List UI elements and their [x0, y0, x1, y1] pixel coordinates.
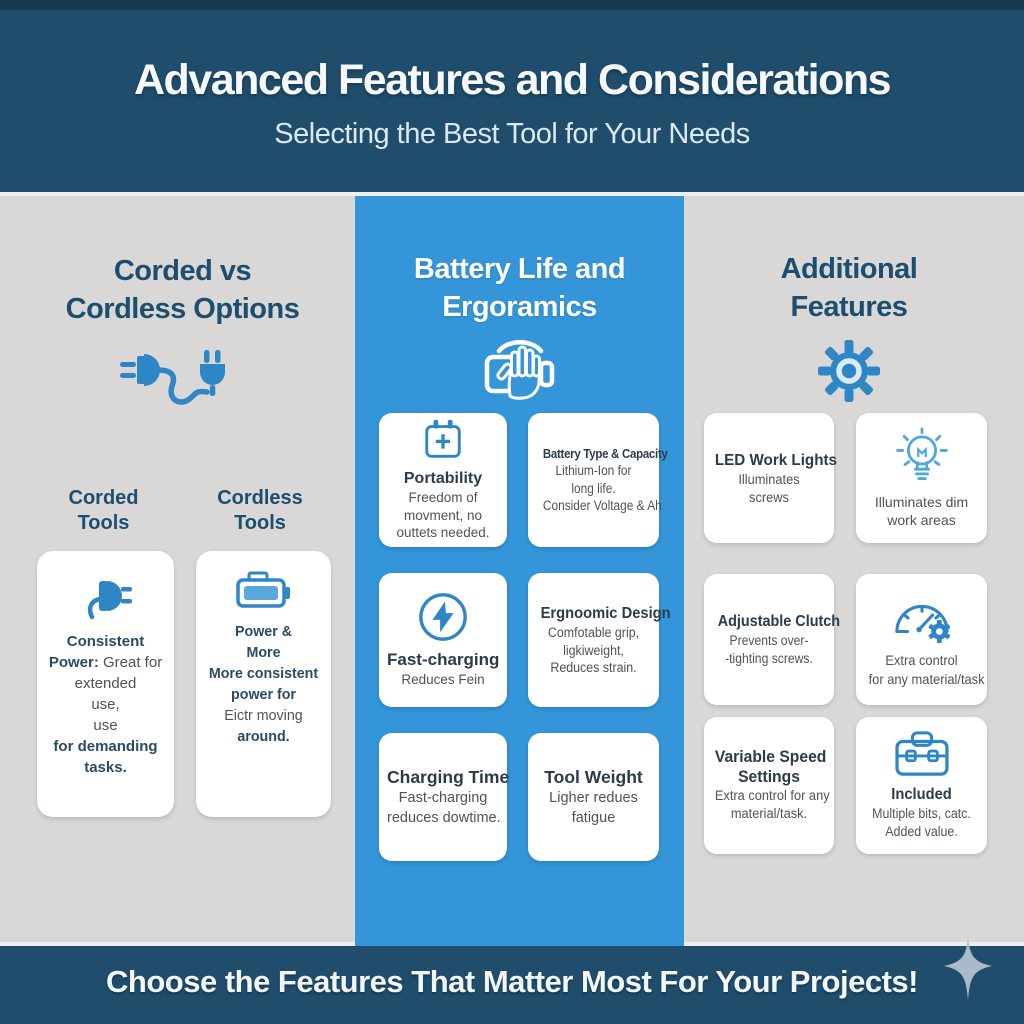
footer: Choose the Features That Matter Most For…: [0, 946, 1024, 1024]
ergonomic-design-text: Ergnoomic Design Comfotable grip, ligkiwei…: [540, 604, 671, 676]
calendar-plus-icon: [425, 419, 461, 458]
fast-charging-card: Fast-charging Reduces Fein: [379, 573, 507, 707]
plug-and-cord-icon: [120, 350, 225, 405]
cordless-tools-label: Cordless Tools: [217, 487, 303, 534]
included-card: Included Multiple bits, catc. Added value.: [856, 717, 987, 854]
ergonomic-design-card: Ergnoomic Design Comfotable grip, ligkiwei…: [528, 573, 671, 707]
battery-type-capacity-text: Battery Type & Capacity Lithium-Ion for lo…: [542, 445, 668, 514]
battery-icon: [235, 571, 290, 608]
gear-icon: [818, 340, 880, 402]
included-text: Included Multiple bits, catc. Added value.: [872, 786, 971, 840]
tool-weight-text: Tool Weight Ligher redues fatigue: [544, 767, 643, 826]
charging-time-text: Charging Time Fast-charging reduces dowtim…: [387, 767, 510, 826]
fast-charging-card-text: Fast-charging Reduces Fein: [387, 649, 500, 688]
footer-divider-right: [684, 942, 1024, 946]
tool-weight-card: Tool Weight Ligher redues fatigue: [528, 733, 659, 861]
illuminates-dim-text: Illuminates dim work areas: [874, 493, 969, 528]
corded-tools-card: Consistent Power: Great for extended use, us…: [37, 551, 174, 817]
corded-tools-card-text: Consistent Power: Great for extended use, us…: [48, 633, 163, 776]
illuminates-dim-card: Illuminates dim work areas: [856, 413, 987, 543]
right-column-title: Additional Features: [780, 253, 918, 324]
battery-type-capacity-card: Battery Type & Capacity Lithium-Ion for lo…: [528, 413, 668, 547]
charging-time-card: Charging Time Fast-charging reduces dowtim…: [379, 733, 510, 861]
portability-card-text: Portability Freedom of movment, no outtets …: [396, 469, 490, 541]
extra-control-text: Extra control for any material/task: [868, 652, 985, 687]
extra-control-card: Extra control for any material/task: [856, 574, 987, 705]
variable-speed-text: Variable Speed Settings Extra control for …: [714, 747, 830, 822]
corded-tools-label: Corded Tools: [68, 487, 139, 534]
plug-icon: [87, 581, 132, 620]
variable-speed-card: Variable Speed Settings Extra control for …: [704, 717, 834, 854]
header-top-strip: [0, 0, 1024, 10]
footer-tagline: Choose the Features That Matter Most For…: [106, 964, 918, 999]
middle-column-title: Battery Life and Ergoramics: [413, 253, 626, 324]
portability-card: Portability Freedom of movment, no outtets …: [379, 413, 507, 547]
adjustable-clutch-text: Adjustable Clutch Prevents over- -tighting…: [717, 613, 841, 667]
page-subtitle: Selecting the Best Tool for Your Needs: [274, 118, 750, 150]
cordless-tools-card-text: Power & More More consistent power for Eictr…: [208, 623, 319, 745]
lightning-circle-icon: [419, 593, 467, 641]
adjustable-clutch-card: Adjustable Clutch Prevents over- -tighting…: [704, 574, 841, 705]
hand-grip-icon: [484, 340, 555, 400]
left-column-title: Corded vs Cordless Options: [65, 255, 300, 326]
footer-divider-left: [0, 942, 355, 946]
page-title: Advanced Features and Considerations: [133, 56, 892, 104]
gauge-gear-icon: [894, 604, 950, 644]
lightbulb-icon: [895, 427, 948, 480]
led-work-lights-text: LED Work Lights Illuminates screws: [714, 451, 838, 505]
cordless-tools-card: Power & More More consistent power for Eictr…: [196, 551, 331, 817]
led-work-lights-card: LED Work Lights Illuminates screws: [704, 413, 838, 543]
header-divider: [0, 192, 1024, 196]
toolbox-icon: [894, 731, 949, 776]
header: Advanced Features and Considerations Sel…: [0, 0, 1024, 192]
sparkle-icon: [944, 938, 992, 1000]
